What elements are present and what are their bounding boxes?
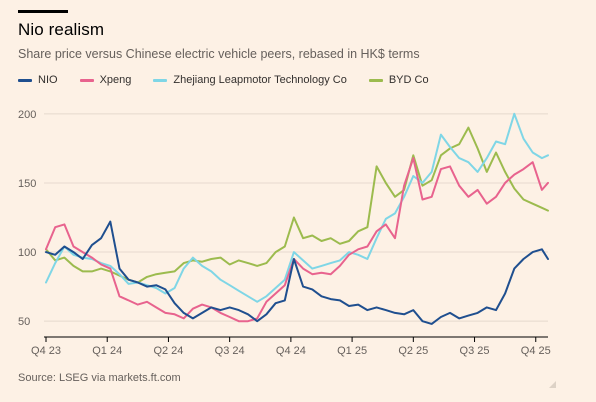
corner-mark (549, 381, 556, 388)
legend-item-nio: NIO (18, 74, 58, 86)
chart-legend: NIO Xpeng Zhejiang Leapmotor Technology … (18, 72, 451, 88)
y-tick-label-50: 50 (18, 316, 30, 328)
x-tick-label-4: Q4 24 (276, 345, 306, 357)
y-tick-label-150: 150 (18, 178, 36, 190)
legend-label-nio: NIO (38, 74, 58, 86)
x-tick-label-1: Q1 24 (92, 345, 122, 357)
chart-title: Nio realism (18, 20, 105, 39)
legend-item-byd: BYD Co (368, 74, 429, 86)
x-tick-label-7: Q3 25 (460, 345, 490, 357)
y-tick-label-200: 200 (18, 109, 36, 121)
legend-item-zhejiang: Zhejiang Leapmotor Technology Co (153, 74, 347, 86)
x-tick-label-8: Q4 25 (521, 345, 551, 357)
legend-label-byd: BYD Co (388, 74, 429, 86)
series-line-nio (45, 220, 549, 325)
legend-label-zhejiang: Zhejiang Leapmotor Technology Co (173, 74, 347, 86)
series-line-zhejiang (45, 112, 549, 303)
x-tick-label-5: Q1 25 (337, 345, 367, 357)
legend-swatch-xpeng (79, 78, 94, 82)
legend-swatch-nio (18, 78, 32, 82)
series-line-byd (45, 126, 549, 284)
series-line-xpeng (45, 157, 549, 323)
legend-swatch-byd (368, 78, 383, 82)
legend-swatch-zhejiang (153, 78, 168, 82)
x-tick-label-6: Q2 25 (398, 345, 428, 357)
title-rule (18, 10, 68, 13)
x-tick-label-2: Q2 24 (153, 345, 183, 357)
chart-subtitle: Share price versus Chinese electric vehi… (18, 47, 420, 61)
legend-label-xpeng: Xpeng (99, 74, 132, 86)
source-note: Source: LSEG via markets.ft.com (18, 372, 181, 384)
legend-item-xpeng: Xpeng (79, 74, 132, 86)
y-tick-label-100: 100 (18, 247, 36, 259)
x-tick-label-0: Q4 23 (31, 345, 61, 357)
x-tick-label-3: Q3 24 (215, 345, 245, 357)
